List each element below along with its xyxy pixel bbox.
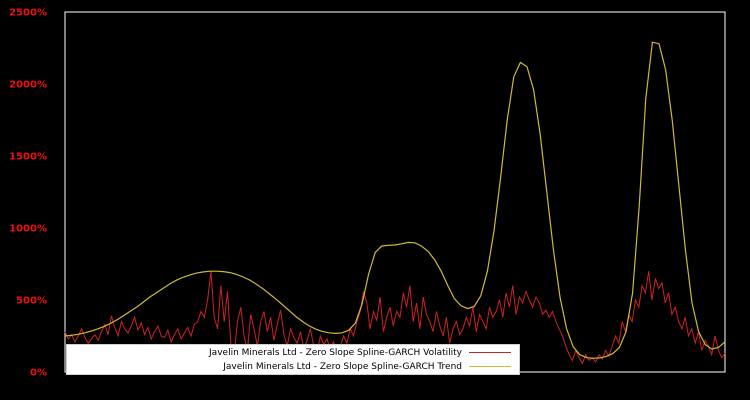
trend-series-line xyxy=(64,41,726,359)
y-tick-label: 1000% xyxy=(9,224,47,235)
y-tick-label: 0% xyxy=(30,368,47,379)
legend-label-volatility: Javelin Minerals Ltd - Zero Slope Spline… xyxy=(209,347,462,358)
y-tick-label: 1500% xyxy=(9,152,47,163)
legend-item-trend: Javelin Minerals Ltd - Zero Slope Spline… xyxy=(67,360,519,374)
legend: Javelin Minerals Ltd - Zero Slope Spline… xyxy=(66,344,520,375)
y-tick-label: 2000% xyxy=(9,80,47,91)
legend-label-trend: Javelin Minerals Ltd - Zero Slope Spline… xyxy=(223,361,462,372)
volatility-series-line xyxy=(64,271,726,365)
y-tick-label: 500% xyxy=(16,296,47,307)
legend-item-volatility: Javelin Minerals Ltd - Zero Slope Spline… xyxy=(67,346,519,360)
legend-line-sample-trend xyxy=(469,366,511,367)
y-tick-label: 2500% xyxy=(9,8,47,19)
legend-line-sample-volatility xyxy=(469,352,511,353)
